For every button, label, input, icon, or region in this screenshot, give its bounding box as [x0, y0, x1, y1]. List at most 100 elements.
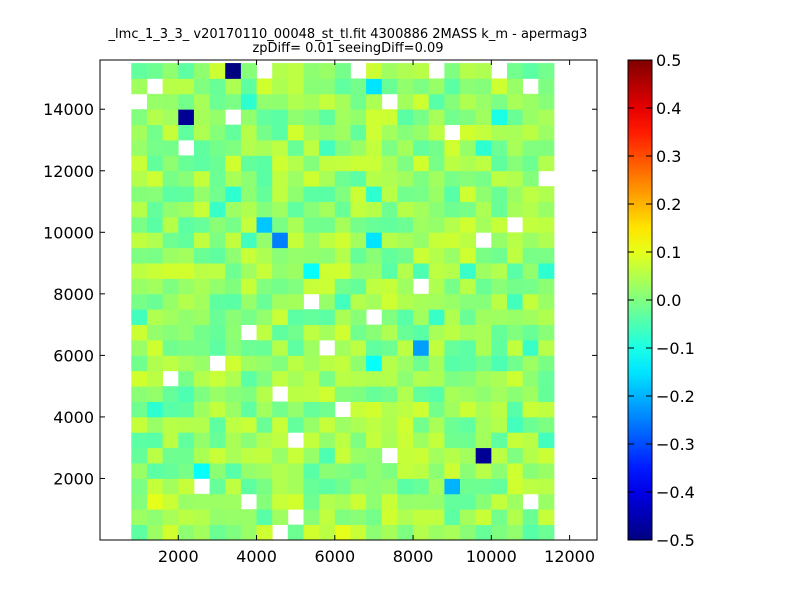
heatmap-cell — [491, 401, 508, 418]
heatmap-cell — [287, 63, 304, 79]
heatmap-cell — [397, 340, 414, 356]
heatmap-cell — [287, 309, 304, 326]
heatmap-cell — [460, 401, 477, 418]
heatmap-cell — [428, 524, 445, 541]
heatmap-cell — [397, 293, 414, 310]
heatmap-cell — [475, 524, 492, 541]
heatmap-cell — [413, 324, 430, 341]
heatmap-cell — [256, 140, 273, 156]
heatmap-cell — [506, 140, 524, 156]
heatmap-cell — [131, 140, 148, 156]
heatmap-cell — [381, 355, 398, 372]
heatmap-cell — [460, 309, 477, 326]
x-tick-label: 12000 — [544, 547, 595, 566]
heatmap-cell — [272, 140, 289, 156]
heatmap-cell — [413, 370, 430, 387]
heatmap-cell — [131, 201, 148, 218]
heatmap-cell — [460, 355, 477, 372]
heatmap-cell — [193, 155, 210, 172]
heatmap-cell — [131, 401, 148, 418]
heatmap-cell — [444, 93, 461, 110]
heatmap-cell — [178, 401, 195, 418]
heatmap-cell — [397, 63, 414, 79]
colorbar-tick-label: −0.4 — [656, 483, 695, 502]
colorbar-tick-label: 0.2 — [656, 195, 681, 214]
heatmap-cell — [491, 124, 508, 141]
heatmap-cell — [131, 78, 148, 95]
heatmap-cell — [444, 463, 461, 479]
heatmap-cell — [287, 232, 304, 249]
heatmap-cell — [272, 447, 289, 464]
heatmap-cell — [428, 155, 445, 172]
heatmap-cell — [413, 93, 430, 110]
heatmap-cell — [538, 140, 555, 156]
heatmap-cell — [460, 478, 477, 495]
heatmap-cell — [522, 309, 539, 326]
heatmap-cell — [319, 216, 336, 233]
heatmap-cell — [522, 63, 539, 79]
heatmap-cell — [506, 186, 524, 202]
heatmap-cell — [444, 401, 461, 418]
heatmap-cell — [350, 463, 367, 479]
heatmap-cell — [178, 432, 195, 449]
heatmap-cell — [506, 370, 524, 387]
y-tick-label: 6000 — [53, 346, 94, 365]
heatmap-cell — [131, 155, 148, 172]
heatmap-cell — [397, 401, 414, 418]
heatmap-cell — [506, 78, 524, 95]
heatmap-cell — [522, 186, 539, 202]
heatmap-cell — [272, 201, 289, 218]
heatmap-cell — [460, 186, 477, 202]
heatmap-cell — [381, 370, 398, 387]
heatmap-cell — [272, 416, 289, 433]
heatmap-cell — [146, 232, 164, 249]
heatmap-cell — [240, 355, 257, 372]
heatmap-cell — [303, 386, 320, 402]
heatmap-cell — [366, 447, 383, 464]
heatmap-cell — [366, 186, 383, 202]
heatmap-cell — [334, 324, 351, 341]
heatmap-cell — [287, 493, 304, 510]
heatmap-cell — [475, 340, 492, 356]
heatmap-cell — [397, 247, 414, 264]
heatmap-cell — [240, 247, 257, 264]
x-tick-label: 2000 — [158, 547, 199, 566]
heatmap-cell — [146, 370, 164, 387]
heatmap-cell — [162, 309, 179, 326]
heatmap-cell — [522, 370, 539, 387]
heatmap-cell — [397, 170, 414, 187]
heatmap-cell — [193, 201, 210, 218]
heatmap-cell — [522, 216, 539, 233]
heatmap-cell — [287, 278, 304, 295]
y-tick-label: 12000 — [43, 162, 94, 181]
heatmap-cell — [538, 524, 555, 541]
heatmap-cell — [209, 509, 226, 526]
heatmap-cell — [475, 63, 492, 79]
heatmap-cell — [413, 478, 430, 495]
heatmap-cell — [334, 463, 351, 479]
heatmap-cell — [538, 416, 555, 433]
heatmap-cell — [162, 478, 179, 495]
heatmap-cell — [428, 386, 445, 402]
heatmap-cell — [162, 340, 179, 356]
heatmap-cell — [522, 263, 539, 279]
heatmap-cell — [162, 186, 179, 202]
heatmap-cell — [522, 416, 539, 433]
heatmap-cell — [334, 263, 351, 279]
heatmap-cell — [366, 355, 383, 372]
heatmap-cell — [272, 493, 289, 510]
heatmap-cell — [334, 509, 351, 526]
heatmap-cell — [538, 478, 555, 495]
heatmap-cell — [240, 340, 257, 356]
heatmap-cell — [303, 324, 320, 341]
heatmap-cell — [475, 263, 492, 279]
heatmap-cell — [256, 478, 273, 495]
heatmap-cell — [272, 355, 289, 372]
heatmap-cell — [303, 263, 320, 279]
heatmap-cell — [334, 340, 351, 356]
heatmap-cell — [350, 124, 367, 141]
heatmap-cell — [162, 416, 179, 433]
heatmap-cell — [413, 509, 430, 526]
heatmap-cell — [350, 432, 367, 449]
